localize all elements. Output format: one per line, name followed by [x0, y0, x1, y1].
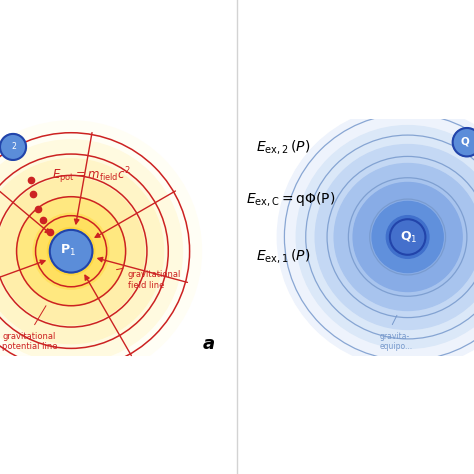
Circle shape: [390, 219, 425, 255]
Text: $E_{\rm ex,1}\,(P)$: $E_{\rm ex,1}\,(P)$: [256, 247, 310, 265]
Text: gravitational
potential line: gravitational potential line: [2, 332, 58, 351]
Circle shape: [0, 134, 26, 160]
Text: gravita-
equipo...: gravita- equipo...: [379, 332, 412, 351]
Text: $_2$: $_2$: [11, 141, 18, 153]
Text: $E_{\rm pot} = m_{\rm field}c^2$: $E_{\rm pot} = m_{\rm field}c^2$: [52, 165, 131, 186]
Circle shape: [0, 121, 201, 382]
Text: $\mathbf{P}_1$: $\mathbf{P}_1$: [60, 243, 76, 258]
Circle shape: [0, 140, 182, 363]
Circle shape: [296, 126, 474, 348]
Circle shape: [0, 178, 145, 325]
Circle shape: [334, 164, 474, 310]
Circle shape: [396, 225, 419, 249]
Circle shape: [33, 213, 109, 289]
Circle shape: [277, 107, 474, 367]
Text: $E_{\rm ex,C} = \rm q\mathit{\Phi}(P)$: $E_{\rm ex,C} = \rm q\mathit{\Phi}(P)$: [246, 190, 336, 208]
Circle shape: [453, 128, 474, 156]
Text: gravitational
field line: gravitational field line: [128, 270, 182, 290]
Text: $E_{\rm ex,2}\,(P)$: $E_{\rm ex,2}\,(P)$: [256, 138, 310, 156]
Circle shape: [0, 159, 164, 344]
Text: Q: Q: [460, 136, 469, 146]
Circle shape: [372, 201, 443, 273]
Circle shape: [353, 182, 462, 292]
Circle shape: [386, 216, 429, 258]
Circle shape: [17, 197, 126, 306]
Circle shape: [50, 230, 92, 273]
Circle shape: [315, 145, 474, 329]
Text: a: a: [202, 335, 215, 353]
Circle shape: [47, 228, 95, 275]
Text: $\mathbf{Q}_1$: $\mathbf{Q}_1$: [400, 229, 418, 245]
